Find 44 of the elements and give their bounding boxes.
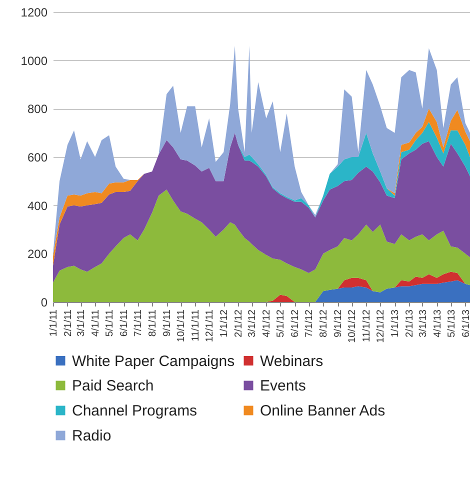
x-tick-label: 7/1/11: [133, 309, 144, 337]
x-tick-label: 4/1/12: [262, 309, 273, 338]
x-tick-label: 6/1/11: [119, 309, 130, 337]
legend-label: Events: [260, 378, 306, 394]
x-tick-label: 3/1/13: [418, 309, 429, 338]
x-tick-label: 2/1/13: [404, 309, 416, 338]
legend-label: White Paper Campaigns: [72, 352, 235, 370]
x-tick-label: 8/1/12: [318, 309, 330, 338]
y-tick-label: 1000: [20, 54, 48, 68]
x-tick-label: 5/1/12: [276, 309, 287, 338]
x-tick-label: 9/1/12: [333, 309, 344, 338]
x-tick-label: 10/1/11: [176, 309, 188, 342]
x-tick-label: 11/1/11: [190, 309, 202, 342]
x-tick-label: 3/1/11: [76, 309, 88, 337]
x-tick-label: 6/1/13: [460, 309, 470, 338]
x-tick-label: 12/1/11: [204, 309, 216, 342]
legend-label: Radio: [72, 428, 112, 444]
legend-label: Online Banner Ads: [260, 402, 386, 420]
x-tick-label: 8/1/11: [148, 309, 159, 337]
x-tick-label: 12/1/12: [376, 309, 387, 343]
x-tick-label: 3/1/12: [247, 309, 258, 338]
x-tick-label: 10/1/12: [347, 309, 358, 343]
x-tick-label: 2/1/12: [234, 309, 245, 338]
x-tick-label: 6/1/12: [290, 309, 302, 338]
y-tick-label: 1200: [20, 6, 48, 20]
y-tick-label: 600: [27, 150, 48, 164]
y-tick-label: 200: [27, 247, 48, 262]
legend-label: Channel Programs: [72, 402, 198, 420]
legend-label: Paid Search: [72, 378, 154, 394]
y-tick-label: 0: [40, 296, 48, 310]
x-tick-label: 9/1/11: [162, 309, 174, 337]
y-tick-label: 800: [27, 102, 48, 116]
y-tick-label: 400: [27, 198, 48, 213]
x-tick-label: 2/1/11: [62, 309, 74, 337]
x-tick-label: 5/1/11: [104, 309, 116, 337]
x-tick-label: 7/1/12: [304, 309, 316, 338]
x-tick-label: 5/1/13: [446, 309, 458, 338]
x-tick-label: 1/1/13: [390, 309, 402, 338]
x-tick-label: 1/1/11: [48, 309, 60, 337]
x-tick-label: 11/1/12: [362, 309, 373, 342]
legend-label: Webinars: [260, 352, 324, 370]
x-tick-label: 4/1/11: [90, 309, 102, 337]
x-tick-label: 1/1/12: [219, 309, 230, 338]
x-tick-label: 4/1/13: [432, 309, 444, 338]
